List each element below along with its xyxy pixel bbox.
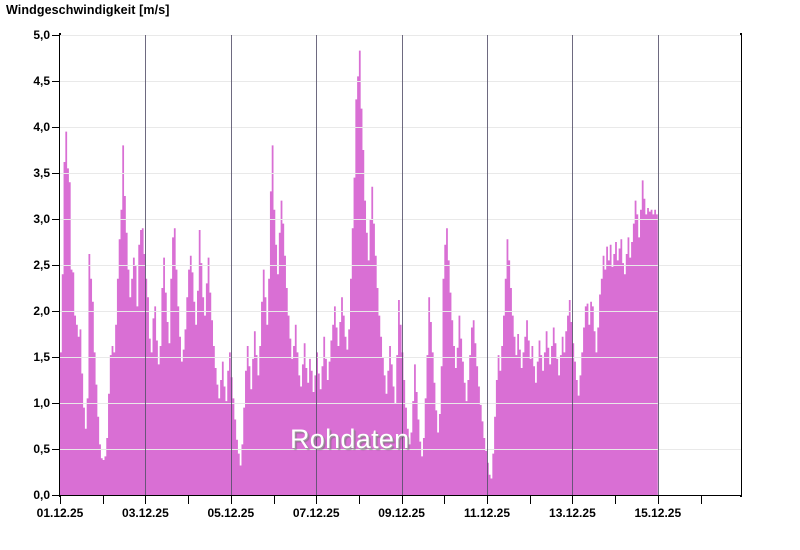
x-axis-tick — [316, 496, 318, 504]
x-axis-tick — [145, 496, 147, 504]
x-axis-tick-label: 11.12.25 — [463, 506, 511, 520]
day-divider-line — [230, 35, 232, 495]
x-axis-tick-label: 01.12.25 — [36, 506, 84, 520]
x-axis-tick — [230, 496, 232, 504]
y-axis-tick — [52, 495, 59, 496]
gridline — [60, 173, 741, 174]
y-axis-tick-label: 1,0 — [33, 396, 50, 410]
y-axis-tick — [52, 311, 59, 312]
x-axis-tick — [273, 496, 275, 504]
y-axis-tick — [52, 219, 59, 220]
gridline — [60, 219, 741, 220]
gridline — [60, 127, 741, 128]
y-axis-tick-label: 5,0 — [33, 28, 50, 42]
y-axis-tick — [52, 173, 59, 174]
y-axis-tick — [52, 127, 59, 128]
y-axis-tick — [52, 403, 59, 404]
day-divider-line — [487, 35, 488, 495]
gridline — [60, 449, 741, 450]
y-axis-tick — [52, 81, 59, 82]
y-axis-tick-label: 4,0 — [33, 120, 50, 134]
x-axis-tick — [657, 496, 659, 504]
x-axis-tick — [444, 496, 446, 504]
gridline — [60, 265, 741, 266]
y-axis-tick — [52, 265, 59, 266]
x-axis-tick — [529, 496, 531, 504]
chart-axis-title: Windgeschwindigkeit [m/s] — [6, 3, 170, 17]
y-axis-tick — [52, 35, 59, 36]
y-axis-tick-label: 3,5 — [33, 166, 50, 180]
x-axis-tick — [358, 496, 360, 504]
day-divider-line — [145, 35, 147, 495]
day-divider-line — [316, 35, 318, 495]
y-axis-tick-label: 0,0 — [33, 488, 50, 502]
x-axis-line — [59, 494, 742, 496]
x-axis-tick-label: 03.12.25 — [122, 506, 169, 520]
y-axis-tick-label: 2,0 — [33, 304, 50, 318]
x-axis-tick — [401, 496, 403, 504]
x-axis-tick — [700, 496, 702, 504]
x-axis-tick-label: 07.12.25 — [292, 506, 340, 520]
gridline — [60, 403, 741, 404]
x-axis-tick-label: 09.12.25 — [378, 506, 425, 520]
x-axis-tick — [487, 496, 488, 504]
gridline — [60, 357, 741, 358]
y-axis-tick-label: 3,0 — [33, 212, 50, 226]
x-axis-tick — [60, 496, 61, 504]
wind-speed-series — [60, 50, 658, 495]
x-axis-tick-label: 05.12.25 — [207, 506, 255, 520]
x-axis-tick — [615, 496, 617, 504]
gridline — [60, 311, 741, 312]
y-axis-tick — [52, 357, 59, 358]
gridline — [60, 81, 741, 82]
x-axis-tick-label: 15.12.25 — [634, 506, 682, 520]
y-axis-tick-label: 0,5 — [33, 442, 50, 456]
x-axis-tick — [188, 496, 190, 504]
y-axis-tick-label: 4,5 — [33, 74, 50, 88]
x-axis-tick-label: 13.12.25 — [549, 506, 596, 520]
plot-area — [60, 35, 741, 495]
day-divider-line — [401, 35, 403, 495]
gridline — [60, 35, 741, 36]
x-axis-tick — [102, 496, 104, 504]
day-divider-line — [572, 35, 574, 495]
y-axis-tick-label: 1,5 — [33, 350, 50, 364]
y-axis-tick — [52, 449, 59, 450]
plot-right-border — [740, 33, 742, 497]
x-axis-tick — [572, 496, 574, 504]
day-divider-line — [657, 35, 659, 495]
y-axis-tick-label: 2,5 — [33, 258, 50, 272]
y-axis-labels: 0,0 0,5 1,0 1,5 2,0 2,5 3,0 3,5 4,0 4,5 5,0 — [0, 0, 50, 550]
series-area — [60, 50, 658, 495]
